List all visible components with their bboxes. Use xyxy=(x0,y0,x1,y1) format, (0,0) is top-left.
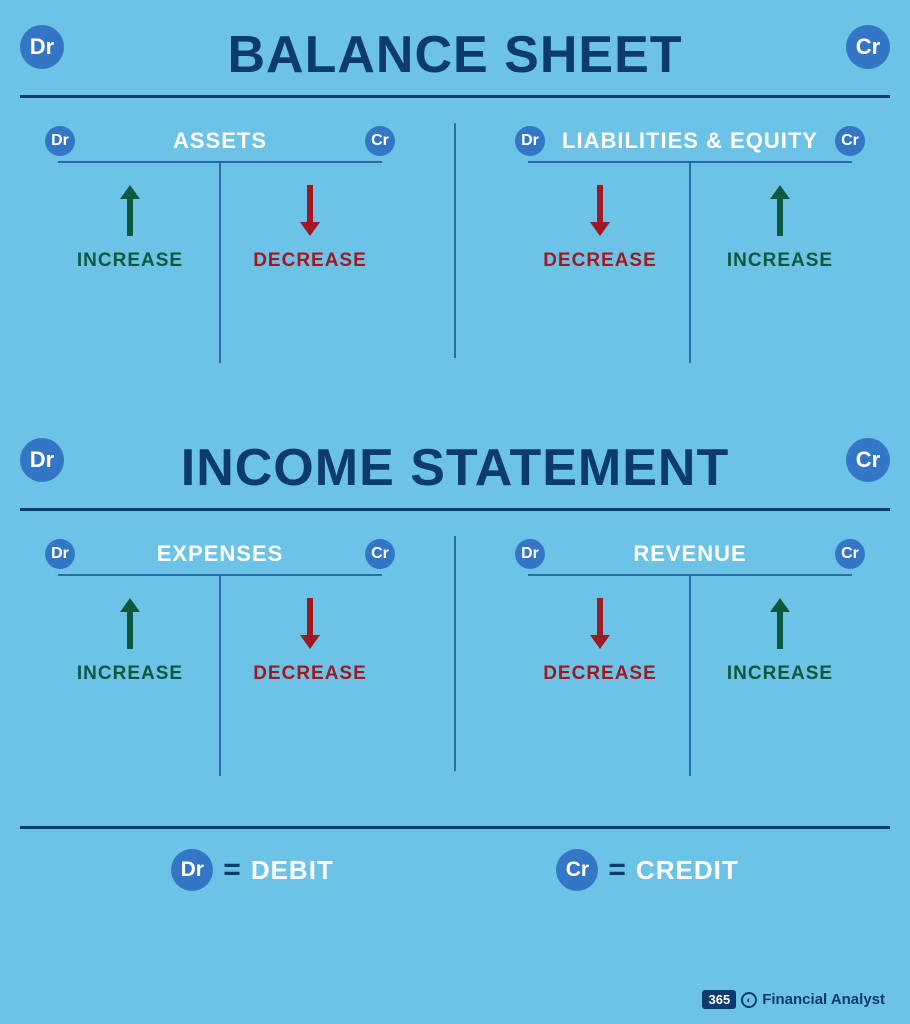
t-body: INCREASE DECREASE xyxy=(40,163,400,363)
col-label: DECREASE xyxy=(543,250,657,272)
cr-badge-sm: Cr xyxy=(365,539,395,569)
t-body: DECREASE INCREASE xyxy=(510,576,870,776)
t-vertical-line xyxy=(689,576,691,776)
footer-brand: 365 ◐ Financial Analyst xyxy=(702,990,885,1009)
center-divider xyxy=(454,123,456,358)
cr-badge: Cr xyxy=(846,438,890,482)
arrow-down-icon xyxy=(585,183,615,238)
equals-sign: = xyxy=(608,853,626,887)
t-accounts-row: Dr EXPENSES Cr INCREASE DECREASE Dr xyxy=(0,511,910,826)
arrow-down-icon xyxy=(585,596,615,651)
arrow-down-icon xyxy=(295,183,325,238)
cr-badge-sm: Cr xyxy=(365,126,395,156)
t-account-revenue: Dr REVENUE Cr DECREASE INCREASE xyxy=(510,536,870,826)
dr-badge-sm: Dr xyxy=(515,126,545,156)
legend-word: DEBIT xyxy=(251,855,334,886)
t-header: Dr EXPENSES Cr xyxy=(40,536,400,571)
cr-badge: Cr xyxy=(846,25,890,69)
t-col-right: DECREASE xyxy=(220,576,400,776)
center-divider xyxy=(454,536,456,771)
brand-name: Financial Analyst xyxy=(762,991,885,1008)
t-header: Dr ASSETS Cr xyxy=(40,123,400,158)
col-label: INCREASE xyxy=(727,663,833,685)
legend-debit: Dr = DEBIT xyxy=(171,849,334,891)
t-vertical-line xyxy=(219,163,221,363)
t-vertical-line xyxy=(689,163,691,363)
t-col-left: INCREASE xyxy=(40,576,220,776)
income-statement-section: Dr INCOME STATEMENT Cr Dr EXPENSES Cr IN… xyxy=(0,413,910,826)
section-header: Dr BALANCE SHEET Cr xyxy=(0,0,910,95)
arrow-up-icon xyxy=(115,596,145,651)
cr-badge: Cr xyxy=(556,849,598,891)
section-header: Dr INCOME STATEMENT Cr xyxy=(0,413,910,508)
arrow-up-icon xyxy=(765,183,795,238)
col-label: DECREASE xyxy=(253,663,367,685)
cr-badge-sm: Cr xyxy=(835,539,865,569)
brand-number: 365 xyxy=(702,990,736,1009)
t-account-title: EXPENSES xyxy=(75,541,365,567)
col-label: INCREASE xyxy=(727,250,833,272)
t-col-left: DECREASE xyxy=(510,576,690,776)
t-account-liabilities: Dr LIABILITIES & EQUITY Cr DECREASE INCR… xyxy=(510,123,870,413)
balance-sheet-section: Dr BALANCE SHEET Cr Dr ASSETS Cr INCREAS… xyxy=(0,0,910,413)
legend-row: Dr = DEBIT Cr = CREDIT xyxy=(0,829,910,911)
dr-badge-sm: Dr xyxy=(45,126,75,156)
t-body: INCREASE DECREASE xyxy=(40,576,400,776)
cr-badge-sm: Cr xyxy=(835,126,865,156)
arrow-down-icon xyxy=(295,596,325,651)
col-label: INCREASE xyxy=(77,250,183,272)
col-label: INCREASE xyxy=(77,663,183,685)
dr-badge-sm: Dr xyxy=(515,539,545,569)
t-col-left: DECREASE xyxy=(510,163,690,363)
section-title: INCOME STATEMENT xyxy=(181,438,730,498)
dr-badge: Dr xyxy=(171,849,213,891)
t-account-title: ASSETS xyxy=(75,128,365,154)
brand-icon: ◐ xyxy=(741,992,757,1008)
col-label: DECREASE xyxy=(543,663,657,685)
arrow-up-icon xyxy=(115,183,145,238)
legend-word: CREDIT xyxy=(636,855,739,886)
dr-badge: Dr xyxy=(20,438,64,482)
t-header: Dr REVENUE Cr xyxy=(510,536,870,571)
t-col-right: DECREASE xyxy=(220,163,400,363)
t-vertical-line xyxy=(219,576,221,776)
t-account-title: REVENUE xyxy=(545,541,835,567)
dr-badge: Dr xyxy=(20,25,64,69)
col-label: DECREASE xyxy=(253,250,367,272)
equals-sign: = xyxy=(223,853,241,887)
dr-badge-sm: Dr xyxy=(45,539,75,569)
arrow-up-icon xyxy=(765,596,795,651)
t-col-left: INCREASE xyxy=(40,163,220,363)
legend-credit: Cr = CREDIT xyxy=(556,849,738,891)
t-col-right: INCREASE xyxy=(690,576,870,776)
t-accounts-row: Dr ASSETS Cr INCREASE DECREASE Dr xyxy=(0,98,910,413)
t-header: Dr LIABILITIES & EQUITY Cr xyxy=(510,123,870,158)
t-account-assets: Dr ASSETS Cr INCREASE DECREASE xyxy=(40,123,400,413)
t-col-right: INCREASE xyxy=(690,163,870,363)
t-account-title: LIABILITIES & EQUITY xyxy=(545,128,835,154)
t-account-expenses: Dr EXPENSES Cr INCREASE DECREASE xyxy=(40,536,400,826)
section-title: BALANCE SHEET xyxy=(227,25,682,85)
t-body: DECREASE INCREASE xyxy=(510,163,870,363)
